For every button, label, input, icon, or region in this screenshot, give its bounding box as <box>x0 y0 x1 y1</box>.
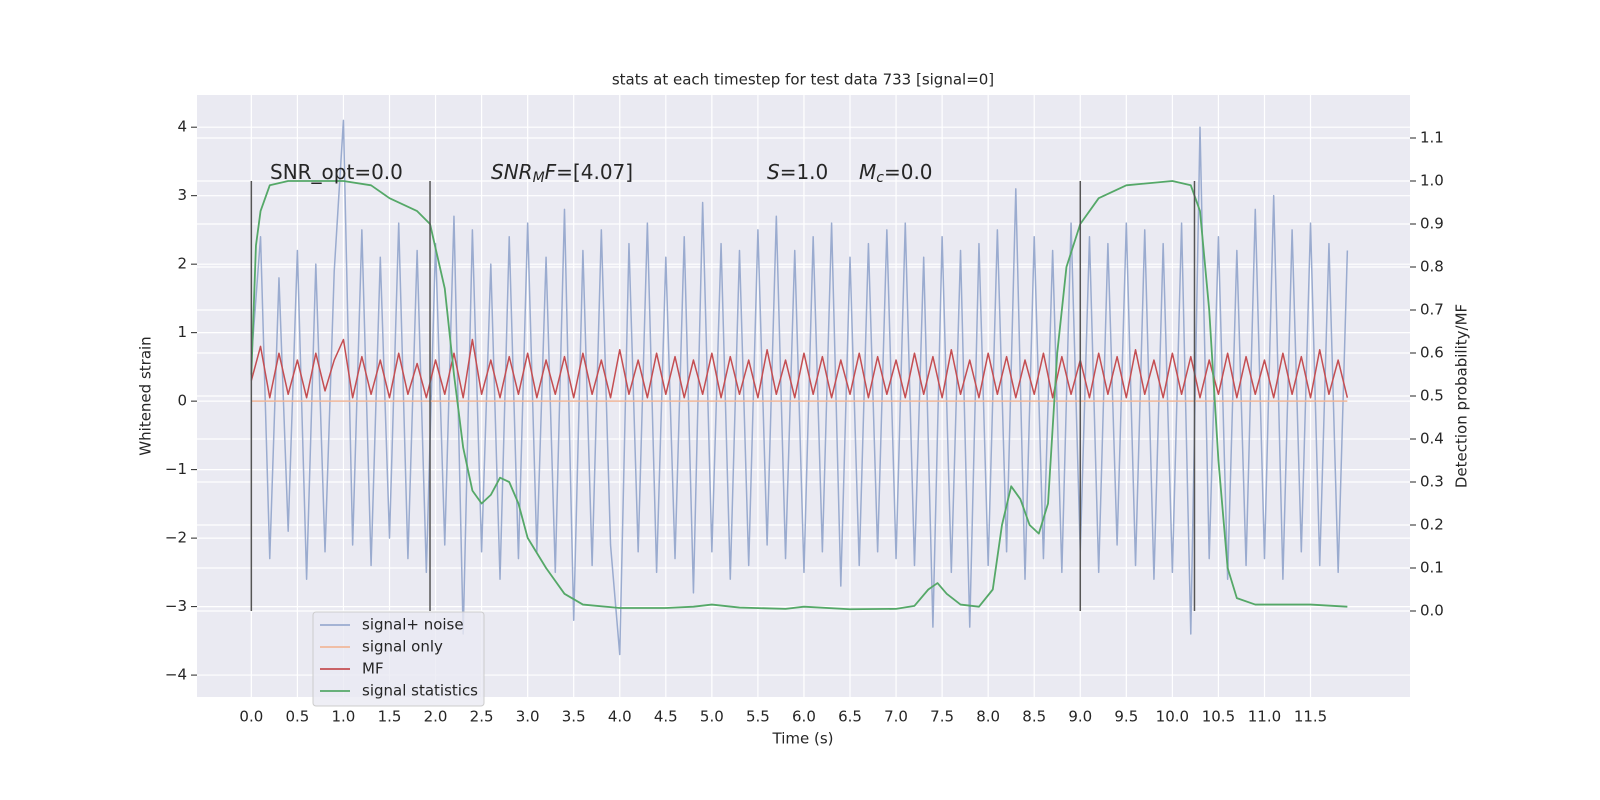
y2-tick-label: 0.3 <box>1420 473 1444 491</box>
annotation-part: =[4.07] <box>556 160 633 184</box>
annotation: S=1.0 <box>767 160 828 184</box>
x-tick-label: 9.0 <box>1068 708 1092 726</box>
x-tick-label: 4.0 <box>608 708 632 726</box>
legend-label: signal only <box>362 638 443 656</box>
y2-tick-label: 0.4 <box>1420 430 1444 448</box>
annotation-part: S <box>767 160 780 184</box>
x-tick-label: 3.0 <box>516 708 540 726</box>
y2-tick-label: 0.5 <box>1420 387 1444 405</box>
series-line <box>250 338 1349 399</box>
x-tick-label: 1.5 <box>378 708 402 726</box>
y-tick-label: −2 <box>165 529 187 547</box>
y2-tick-label: 1.0 <box>1420 172 1444 190</box>
x-tick-label: 5.0 <box>700 708 724 726</box>
x-tick-label: 6.5 <box>838 708 862 726</box>
y2-tick-label: 0.2 <box>1420 516 1444 534</box>
y2-tick-label: 0.6 <box>1420 344 1444 362</box>
x-tick-label: 4.5 <box>654 708 678 726</box>
annotation-part: M <box>533 170 545 186</box>
y-tick-label: −1 <box>165 460 187 478</box>
x-tick-label: 10.0 <box>1156 708 1189 726</box>
y2-tick-label: 1.1 <box>1420 129 1444 147</box>
legend-label: MF <box>362 660 384 678</box>
legend-box <box>312 611 485 707</box>
legend-label: signal statistics <box>362 682 478 700</box>
annotation: SNRMF=[4.07] <box>491 160 633 187</box>
y2-tick-label: 0.8 <box>1420 258 1444 276</box>
y-tick-label: 4 <box>177 118 187 136</box>
annotation: Mc=0.0 <box>859 160 933 187</box>
annotation-part: =1.0 <box>780 160 829 184</box>
y-tick-label: −4 <box>165 666 187 684</box>
x-tick-label: 3.5 <box>562 708 586 726</box>
series-line <box>250 119 1349 656</box>
legend-label: signal+ noise <box>362 616 464 634</box>
x-tick-label: 5.5 <box>746 708 770 726</box>
plot-layer <box>250 119 1349 656</box>
x-tick-label: 8.5 <box>1022 708 1046 726</box>
y2-tick-label: 0.9 <box>1420 215 1444 233</box>
y-tick-label: 1 <box>177 323 187 341</box>
x-tick-label: 0.0 <box>239 708 263 726</box>
x-tick-label: 9.5 <box>1114 708 1138 726</box>
annotation-part: M <box>859 160 876 184</box>
y-axis-label: Whitened strain <box>137 336 155 455</box>
x-tick-label: 11.0 <box>1248 708 1281 726</box>
annotation: SNR_opt=0.0 <box>270 160 403 184</box>
y2-tick-label: 0.7 <box>1420 301 1444 319</box>
y-tick-label: 3 <box>177 186 187 204</box>
x-tick-label: 6.0 <box>792 708 816 726</box>
y-tick-label: −3 <box>165 597 187 615</box>
x-tick-label: 7.5 <box>930 708 954 726</box>
annotation-part: c <box>876 170 884 186</box>
y2-tick-label: 0.1 <box>1420 559 1444 577</box>
x-axis-label: Time (s) <box>772 730 834 748</box>
x-tick-label: 8.0 <box>976 708 1000 726</box>
annotation-part: F <box>545 160 557 184</box>
annotation-part: SNR <box>491 160 533 184</box>
y2-tick-label: 0.0 <box>1420 602 1444 620</box>
x-tick-label: 2.0 <box>424 708 448 726</box>
x-tick-label: 11.5 <box>1294 708 1327 726</box>
annotation-part: SNR_opt=0.0 <box>270 160 403 184</box>
series-line <box>250 180 1348 611</box>
x-tick-label: 2.5 <box>470 708 494 726</box>
y-tick-label: 0 <box>177 392 187 410</box>
x-tick-label: 1.0 <box>332 708 356 726</box>
chart-title: stats at each timestep for test data 733… <box>612 71 994 89</box>
annotation-part: =0.0 <box>884 160 933 184</box>
x-tick-label: 7.0 <box>884 708 908 726</box>
y-tick-label: 2 <box>177 255 187 273</box>
x-tick-label: 10.5 <box>1202 708 1235 726</box>
x-tick-label: 0.5 <box>285 708 309 726</box>
y2-axis-label: Detection probability/MF <box>1453 304 1471 488</box>
